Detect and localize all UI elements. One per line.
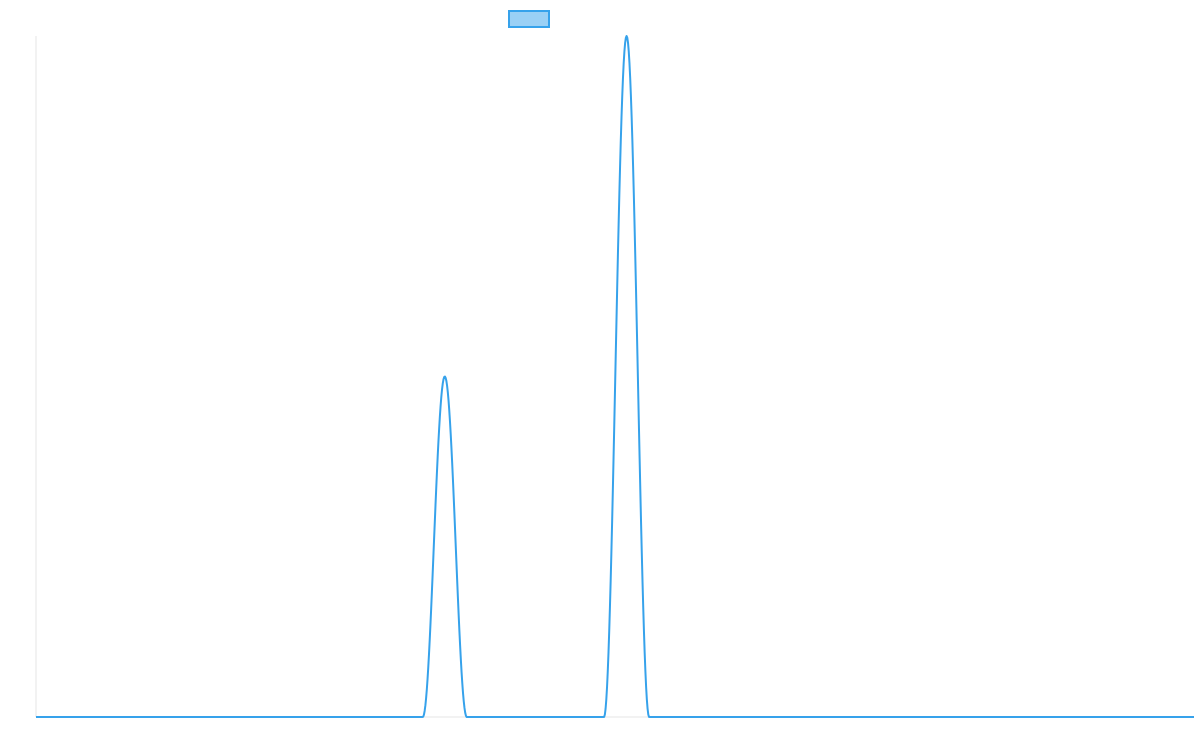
series-layer (35, 35, 1195, 718)
legend-swatch[interactable] (508, 10, 550, 28)
series-line-0[interactable] (35, 35, 1195, 718)
